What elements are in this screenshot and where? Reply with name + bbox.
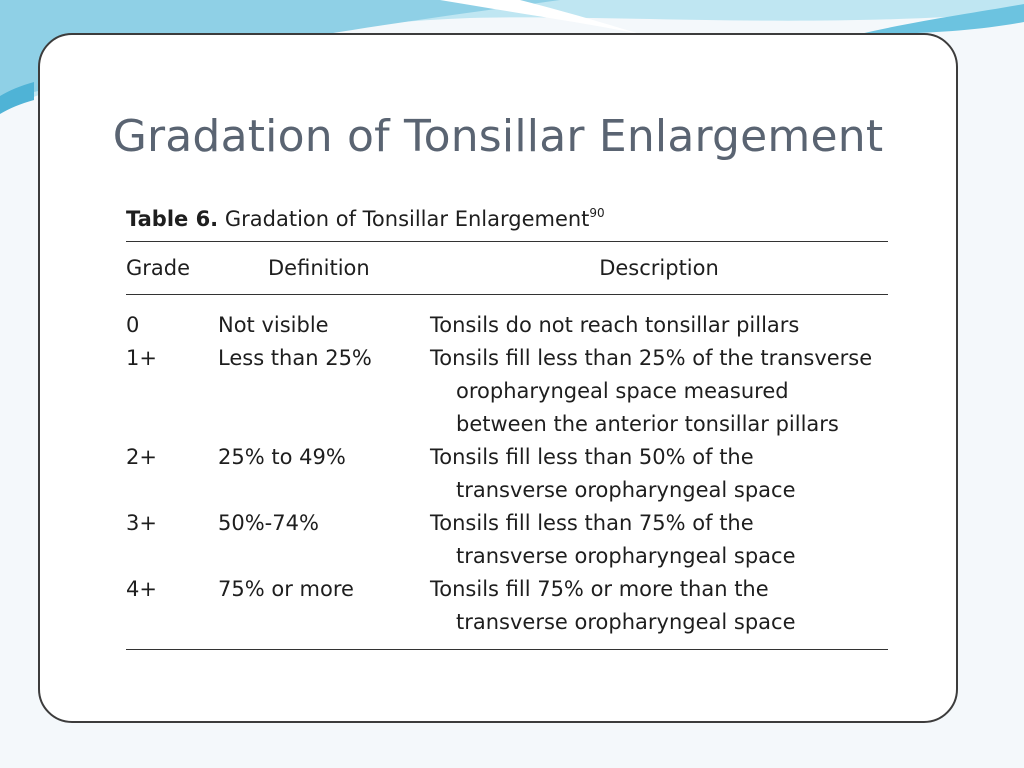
table-bottom-rule	[126, 649, 888, 650]
row-description: Tonsils fill less than 50% of the transv…	[430, 441, 888, 507]
row-grade: 0	[126, 313, 140, 337]
row-definition: Less than 25%	[218, 346, 372, 370]
tonsillar-table: Table 6. Gradation of Tonsillar Enlargem…	[126, 205, 888, 650]
table-caption-reference: 90	[589, 206, 605, 220]
table-header-row: Grade Definition Description	[126, 242, 888, 294]
description-line: Tonsils fill less than 50% of the	[430, 445, 754, 469]
row-grade: 4+	[126, 577, 157, 601]
top-banner-wave	[0, 0, 560, 100]
slide-title: Gradation of Tonsillar Enlargement	[112, 111, 884, 162]
row-description: Tonsils fill 75% or more than the transv…	[430, 573, 888, 639]
table-caption-text: Gradation of Tonsillar Enlargement	[224, 207, 590, 231]
row-definition: Not visible	[218, 313, 329, 337]
header-definition: Definition	[268, 256, 370, 280]
description-line: oropharyngeal space measured	[456, 379, 789, 403]
row-grade: 1+	[126, 346, 157, 370]
top-banner-swoosh	[440, 0, 640, 34]
row-grade: 3+	[126, 511, 157, 535]
table-row: 1+ Less than 25% Tonsils fill less than …	[126, 342, 888, 441]
table-caption-number: Table 6.	[126, 207, 219, 231]
top-right-swoosh	[860, 4, 1024, 34]
header-description: Description	[599, 256, 719, 280]
description-line: Tonsils fill less than 25% of the transv…	[430, 346, 873, 370]
description-line: between the anterior tonsillar pillars	[456, 412, 839, 436]
table-row: 4+ 75% or more Tonsils fill 75% or more …	[126, 573, 888, 639]
description-line: transverse oropharyngeal space	[456, 610, 796, 634]
slide-card: Gradation of Tonsillar Enlargement Table…	[38, 33, 958, 723]
row-definition: 25% to 49%	[218, 445, 346, 469]
row-description: Tonsils fill less than 25% of the transv…	[430, 342, 888, 441]
row-definition: 50%-74%	[218, 511, 319, 535]
header-grade: Grade	[126, 256, 191, 280]
description-line: transverse oropharyngeal space	[456, 544, 796, 568]
table-top-rule	[126, 241, 888, 242]
row-description: Tonsils do not reach tonsillar pillars	[430, 309, 888, 342]
description-line: Tonsils fill 75% or more than the	[430, 577, 769, 601]
description-line: Tonsils fill less than 75% of the	[430, 511, 754, 535]
table-caption: Table 6. Gradation of Tonsillar Enlargem…	[126, 205, 888, 233]
description-line: Tonsils do not reach tonsillar pillars	[430, 313, 800, 337]
table-body: 0 Not visible Tonsils do not reach tonsi…	[126, 295, 888, 639]
row-definition: 75% or more	[218, 577, 354, 601]
row-description: Tonsils fill less than 75% of the transv…	[430, 507, 888, 573]
row-grade: 2+	[126, 445, 157, 469]
table-row: 3+ 50%-74% Tonsils fill less than 75% of…	[126, 507, 888, 573]
table-row: 0 Not visible Tonsils do not reach tonsi…	[126, 309, 888, 342]
left-swoosh	[0, 82, 34, 114]
table-row: 2+ 25% to 49% Tonsils fill less than 50%…	[126, 441, 888, 507]
description-line: transverse oropharyngeal space	[456, 478, 796, 502]
table-header-rule	[126, 294, 888, 295]
